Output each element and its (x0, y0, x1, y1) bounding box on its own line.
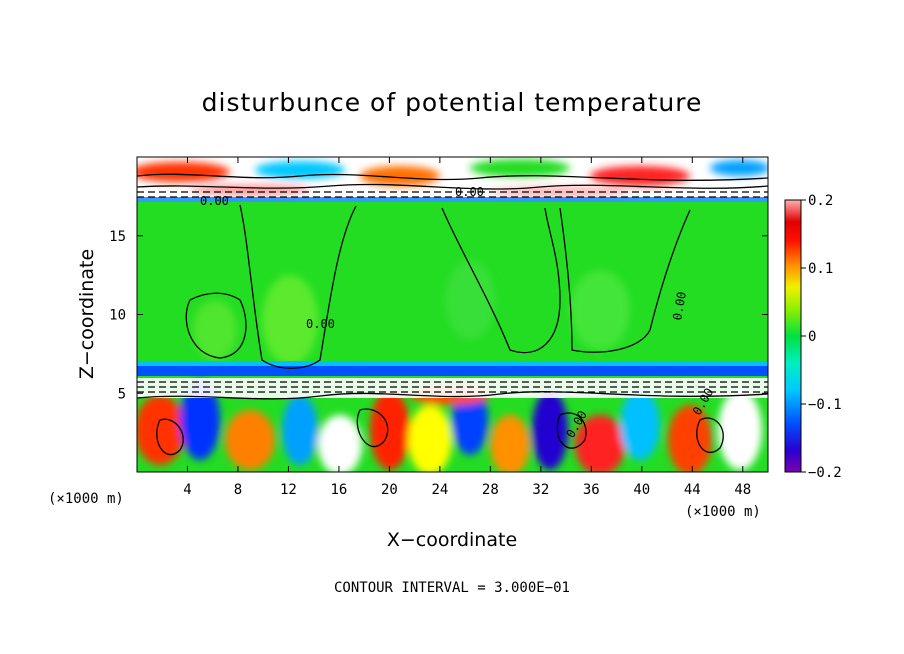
x-tick-label: 16 (330, 482, 347, 498)
x-tick-label: 4 (183, 482, 191, 498)
contour-label: 0.00 (200, 194, 229, 208)
z-unit-label: (×1000 m) (48, 491, 124, 507)
x-tick-label: 28 (482, 482, 499, 498)
x-tick-label: 12 (280, 482, 297, 498)
colorbar-tick-label: 0.1 (808, 261, 833, 277)
colorbar-tick-label: −0.2 (808, 465, 842, 481)
x-axis: 4 8 12 16 20 24 28 32 36 40 44 48 (183, 157, 751, 498)
contour-label: 0.00 (455, 185, 484, 199)
colorbar-tick-label: 0 (808, 329, 816, 345)
y-tick-label: 10 (109, 308, 126, 324)
x-unit-label: (×1000 m) (685, 504, 761, 520)
plot-field (137, 157, 768, 472)
x-tick-label: 36 (583, 482, 600, 498)
x-tick-label: 32 (532, 482, 549, 498)
colorbar-ticks: 0.2 0.1 0 −0.1 −0.2 (801, 193, 842, 481)
x-tick-label: 20 (381, 482, 398, 498)
x-axis-label: X−coordinate (387, 529, 517, 551)
chart-title: disturbunce of potential temperature (202, 88, 703, 117)
colorbar-tick-label: −0.1 (808, 397, 842, 413)
y-axis: 5 10 15 (109, 229, 768, 402)
y-axis-label: Z−coordinate (76, 249, 98, 379)
colorbar-tick-label: 0.2 (808, 193, 833, 209)
colorbar-gradient (784, 199, 802, 473)
x-tick-label: 24 (431, 482, 448, 498)
x-tick-label: 48 (734, 482, 751, 498)
x-tick-label: 44 (684, 482, 701, 498)
colorbar: 0.2 0.1 0 −0.1 −0.2 (784, 193, 842, 481)
contour-label: 0.00 (306, 317, 335, 331)
contour-interval-note: CONTOUR INTERVAL = 3.000E−01 (334, 580, 570, 596)
y-tick-label: 15 (109, 229, 126, 245)
contour-label: 0.00 (670, 291, 689, 322)
x-tick-label: 40 (633, 482, 650, 498)
x-tick-label: 8 (234, 482, 242, 498)
y-tick-label: 5 (118, 386, 126, 402)
